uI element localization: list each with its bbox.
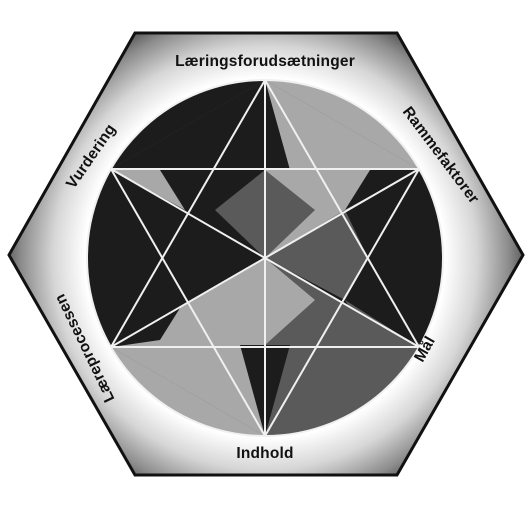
- star-lines: [86, 79, 444, 437]
- line-diagonal-2: [110, 168, 420, 348]
- sector-inner-right: [265, 210, 368, 300]
- label-top: Læringsforudsætninger: [175, 53, 355, 70]
- sector-inner-left: [162, 210, 265, 300]
- circle-outline: [86, 79, 444, 437]
- label-bottom: Indhold: [236, 445, 293, 462]
